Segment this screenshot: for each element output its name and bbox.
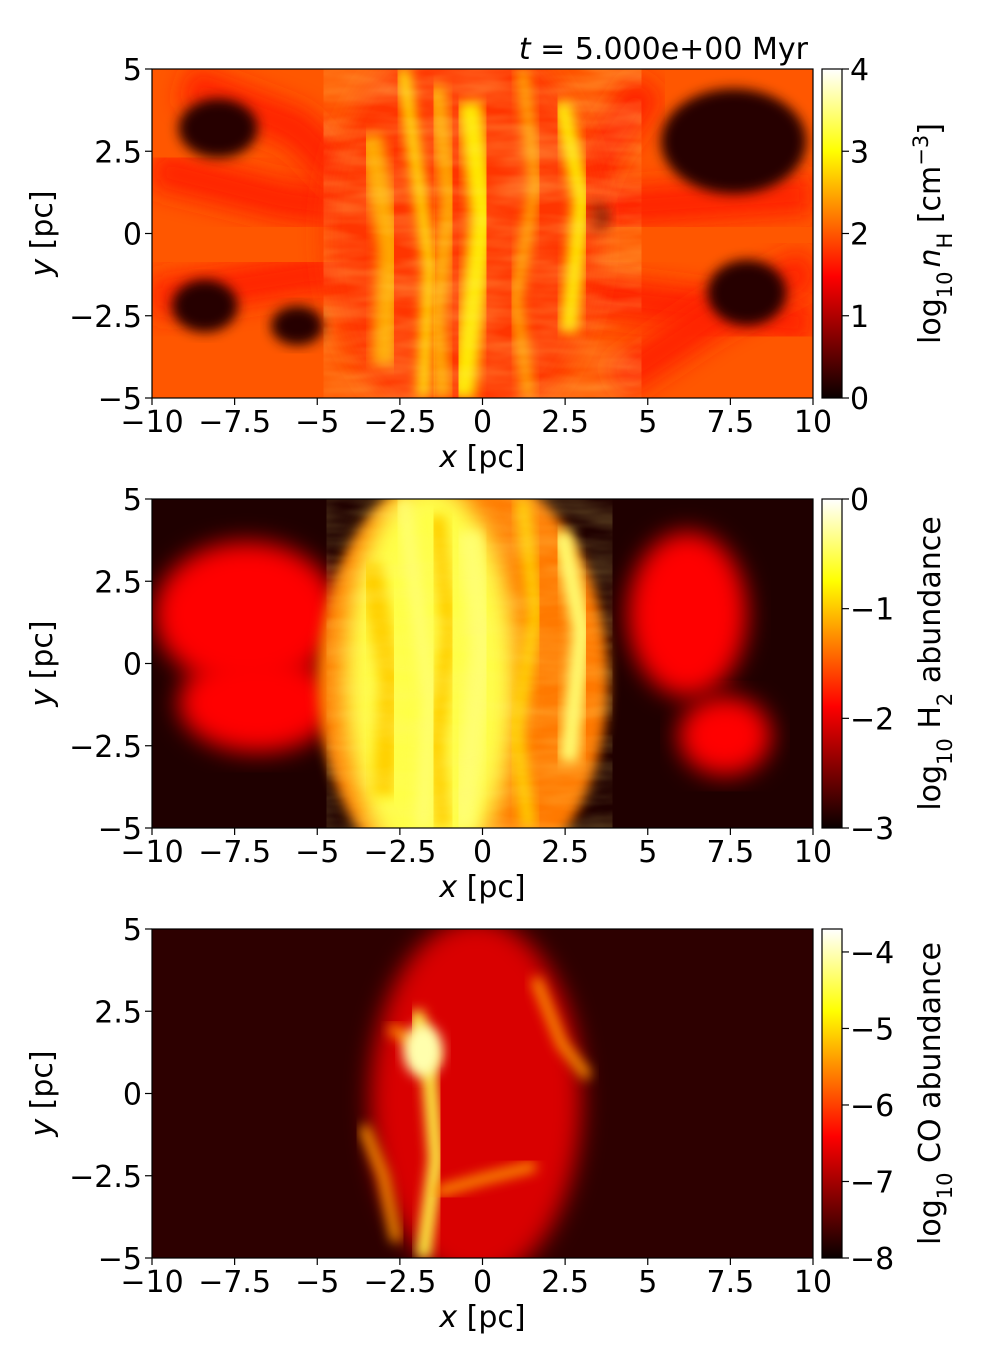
co-envelope	[370, 929, 582, 1258]
colorbar-tick-label: −2	[850, 702, 894, 737]
panel-3: −10 −7.5 −5 −2.5 0 2.5 5 7.5 10 5 2.5 0 −2.5 −5 x [pc]…	[25, 913, 957, 1335]
x-tick-label: −5	[295, 835, 339, 870]
density-void	[270, 305, 324, 346]
density-void	[171, 279, 238, 333]
colorbar-tick-label: −8	[850, 1242, 894, 1277]
y-axis-label: y [pc]	[25, 620, 60, 707]
density-void	[707, 259, 787, 326]
colorbar-tick-label: −5	[850, 1012, 894, 1047]
x-tick-label: 0	[473, 1265, 492, 1300]
x-tick-label: −2.5	[363, 405, 436, 440]
x-axis-label: x [pc]	[438, 1300, 525, 1335]
turbulent-texture	[350, 69, 615, 398]
co-filament	[530, 976, 593, 1081]
co-filament	[358, 1124, 402, 1243]
heatmap-image	[152, 69, 813, 398]
x-tick-label: −5	[295, 405, 339, 440]
co-filament	[434, 1161, 537, 1198]
y-axis-label: y [pc]	[25, 190, 60, 277]
colorbar-label: log10 H2 abundance	[913, 516, 957, 810]
y-tick-label: −2.5	[69, 300, 142, 335]
molecular-wing	[627, 531, 747, 697]
x-tick-label: 10	[794, 1265, 832, 1300]
x-tick-label: −10	[120, 1265, 183, 1300]
density-void	[178, 98, 258, 158]
x-tick-label: 5	[638, 405, 657, 440]
x-tick-label: 0	[473, 405, 492, 440]
colorbar-gradient	[821, 68, 843, 399]
x-tick-label: 10	[794, 405, 832, 440]
x-tick-label: 2.5	[541, 835, 589, 870]
colorbar-label: log10nH [cm−3]	[909, 123, 957, 344]
x-tick-label: 5	[638, 835, 657, 870]
colorbar-tick-label: 4	[850, 53, 869, 88]
x-tick-label: −2.5	[363, 835, 436, 870]
y-tick-label: −5	[98, 382, 142, 417]
turbulent-texture	[350, 499, 589, 828]
y-axis-label: y [pc]	[25, 1050, 60, 1137]
colorbar-tick-label: −7	[850, 1165, 894, 1200]
colorbar-tick-label: 1	[850, 300, 869, 335]
y-tick-label: −2.5	[69, 1160, 142, 1195]
molecular-wing	[154, 541, 340, 687]
x-tick-label: 7.5	[707, 405, 755, 440]
heatmap-image	[152, 499, 813, 828]
density-void	[660, 88, 807, 195]
y-tick-label: 5	[123, 483, 142, 518]
co-peak	[403, 1024, 443, 1078]
x-tick-label: −10	[120, 835, 183, 870]
colorbar-tick-label: 2	[850, 218, 869, 253]
x-tick-label: 5	[638, 1265, 657, 1300]
colorbar-label: log10 CO abundance	[913, 942, 957, 1245]
colorbar: 4 3 2 1 0 log10nH [cm−3]	[821, 53, 957, 417]
molecular-wing	[678, 696, 772, 776]
time-label: t = 5.000e+00 Myr	[519, 32, 809, 67]
y-tick-label: 2.5	[94, 565, 142, 600]
heatmap-image	[152, 929, 813, 1258]
colorbar: 0 −1 −2 −3 log10 H2 abundance	[821, 483, 957, 847]
x-tick-label: −2.5	[363, 1265, 436, 1300]
x-tick-label: −7.5	[198, 405, 271, 440]
y-tick-label: 0	[123, 1078, 142, 1113]
colorbar-tick-label: −4	[850, 936, 894, 971]
y-tick-label: −5	[98, 812, 142, 847]
x-tick-label: −5	[295, 1265, 339, 1300]
x-axis-label: x [pc]	[438, 870, 525, 905]
x-tick-label: 7.5	[707, 1265, 755, 1300]
molecular-wing	[178, 653, 338, 753]
x-tick-label: 10	[794, 835, 832, 870]
x-tick-label: −7.5	[198, 1265, 271, 1300]
colorbar-tick-label: 3	[850, 135, 869, 170]
colorbar-tick-label: 0	[850, 483, 869, 518]
x-tick-label: 2.5	[541, 1265, 589, 1300]
colorbar-tick-label: −3	[850, 812, 894, 847]
colorbar-gradient	[821, 928, 843, 1259]
x-tick-label: 0	[473, 835, 492, 870]
y-tick-label: 0	[123, 648, 142, 683]
y-tick-label: −5	[98, 1242, 142, 1277]
x-tick-label: −7.5	[198, 835, 271, 870]
y-tick-label: 5	[123, 913, 142, 948]
y-tick-label: 2.5	[94, 135, 142, 170]
x-tick-label: 7.5	[707, 835, 755, 870]
colorbar: −4 −5 −6 −7 −8 log10 CO abundance	[821, 928, 957, 1277]
x-tick-label: −10	[120, 405, 183, 440]
colorbar-tick-label: −1	[850, 593, 894, 628]
colorbar-tick-label: 0	[850, 382, 869, 417]
y-tick-label: 2.5	[94, 995, 142, 1030]
colorbar-gradient	[821, 498, 843, 829]
x-axis-label: x [pc]	[438, 440, 525, 475]
y-tick-label: 5	[123, 53, 142, 88]
x-tick-label: 2.5	[541, 405, 589, 440]
colorbar-tick-label: −6	[850, 1089, 894, 1124]
y-tick-label: 0	[123, 218, 142, 253]
y-tick-label: −2.5	[69, 730, 142, 765]
